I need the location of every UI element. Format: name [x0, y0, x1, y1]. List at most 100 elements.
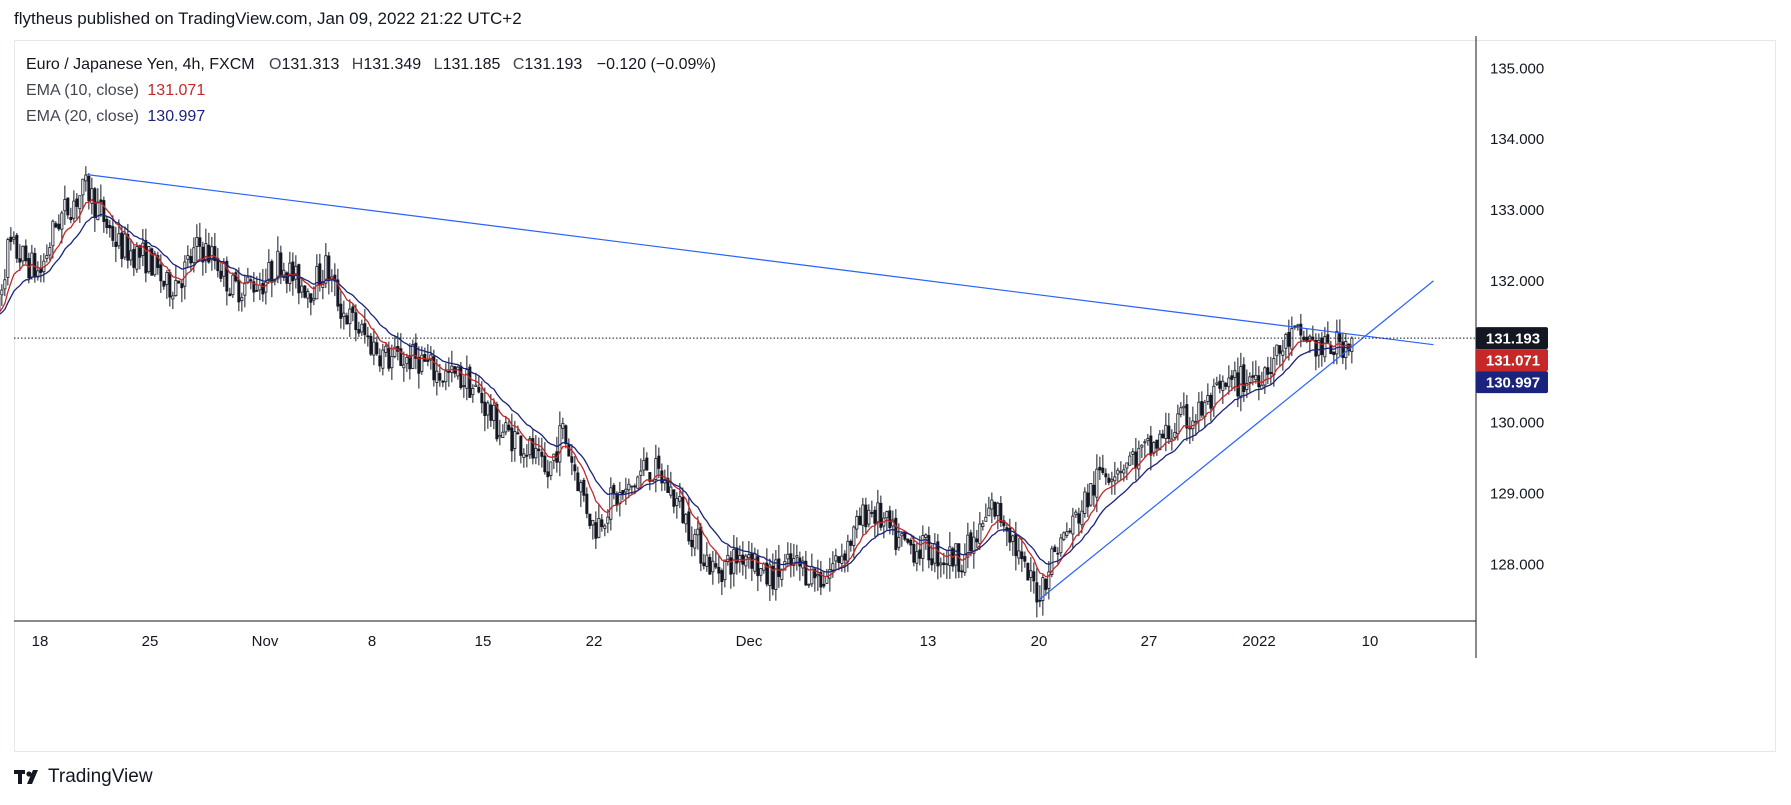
candle	[48, 242, 52, 262]
candle	[1158, 429, 1162, 451]
candle	[1047, 561, 1051, 600]
candle-body	[783, 561, 787, 571]
candle	[54, 221, 58, 229]
candle	[447, 357, 451, 387]
candle-body	[270, 260, 274, 283]
candle-body	[228, 293, 232, 297]
candle-body	[1326, 334, 1330, 344]
ema10-price-label-bg	[1476, 349, 1548, 372]
candle	[1116, 467, 1120, 482]
candle	[726, 545, 730, 566]
candle-body	[150, 248, 154, 276]
candle-body	[1314, 339, 1318, 357]
candle-body	[897, 536, 901, 548]
candle	[6, 237, 10, 286]
candle	[1086, 483, 1090, 518]
ohlc-change: −0.120 (−0.09%)	[596, 56, 716, 73]
candle-body	[387, 347, 391, 369]
candle	[522, 448, 526, 468]
candle-body	[12, 236, 16, 240]
candle	[444, 363, 448, 391]
legend-ema20-row[interactable]: EMA (20, close) 130.997	[26, 104, 716, 130]
candle-body	[567, 444, 571, 457]
candle-body	[933, 543, 937, 564]
candle	[1182, 392, 1186, 416]
candle	[414, 333, 418, 370]
footer[interactable]: TradingView	[14, 766, 153, 788]
candle-body	[672, 489, 676, 507]
candle	[576, 466, 580, 492]
candle-body	[162, 281, 166, 287]
ema10-price-label-text: 131.071	[1486, 353, 1540, 370]
candle	[1023, 551, 1027, 568]
candle-body	[87, 175, 91, 202]
candle-body	[24, 245, 28, 262]
candle	[300, 277, 304, 299]
descending-trendline[interactable]	[87, 174, 1434, 346]
candle-body	[696, 528, 700, 536]
candle	[354, 304, 358, 342]
candle	[1077, 507, 1081, 537]
candle-body	[834, 555, 838, 562]
candle	[543, 442, 547, 475]
candle-body	[828, 568, 832, 579]
candle	[1200, 391, 1204, 418]
candle	[420, 346, 424, 375]
candle-body	[1200, 401, 1204, 416]
candle-body	[492, 404, 496, 421]
candle	[90, 177, 94, 215]
candle-body	[147, 246, 151, 273]
candle-body	[303, 285, 307, 298]
candle-body	[993, 501, 997, 517]
candle-body	[1182, 405, 1186, 409]
candle-body	[1296, 324, 1300, 327]
candle	[345, 312, 349, 325]
candle	[582, 477, 586, 502]
candle	[465, 355, 469, 401]
candle-body	[312, 297, 316, 301]
candle	[1101, 454, 1105, 475]
candle	[540, 437, 544, 468]
candle	[105, 215, 109, 234]
legend-ema10-row[interactable]: EMA (10, close) 131.071	[26, 78, 716, 104]
candle	[711, 550, 715, 585]
candle-body	[1023, 556, 1027, 562]
candle	[906, 538, 910, 545]
candle	[771, 553, 775, 596]
candle-body	[1104, 473, 1108, 478]
candle-body	[870, 512, 874, 514]
candle-body	[135, 246, 139, 270]
candle-body	[1332, 351, 1336, 356]
candle	[258, 272, 262, 301]
candle	[729, 551, 733, 589]
candle-body	[1344, 341, 1348, 359]
candle-body	[924, 534, 928, 538]
candle-body	[366, 335, 370, 338]
legend-symbol-row[interactable]: Euro / Japanese Yen, 4h, FXCM O131.313 H…	[26, 52, 716, 78]
candle-body	[351, 306, 355, 313]
candle	[975, 529, 979, 548]
candle-body	[1086, 492, 1090, 508]
candle	[1107, 473, 1111, 486]
candle-body	[1062, 532, 1066, 540]
candle-body	[78, 195, 82, 210]
candle-body	[459, 365, 463, 388]
candle	[45, 244, 49, 263]
candle-body	[1308, 335, 1312, 342]
candle-body	[417, 356, 421, 374]
candle-body	[843, 553, 847, 561]
candle	[138, 244, 142, 270]
candle	[627, 478, 631, 499]
ascending-trendline[interactable]	[1038, 280, 1434, 601]
ema20-line[interactable]	[0, 213, 1353, 573]
candle	[660, 463, 664, 492]
candle-body	[1050, 548, 1054, 575]
candle-body	[807, 583, 811, 586]
candle-body	[858, 515, 862, 526]
candle-body	[174, 280, 178, 296]
candle	[1140, 444, 1144, 459]
candle	[1167, 413, 1171, 445]
candle	[1329, 340, 1333, 355]
candle	[1005, 523, 1009, 547]
